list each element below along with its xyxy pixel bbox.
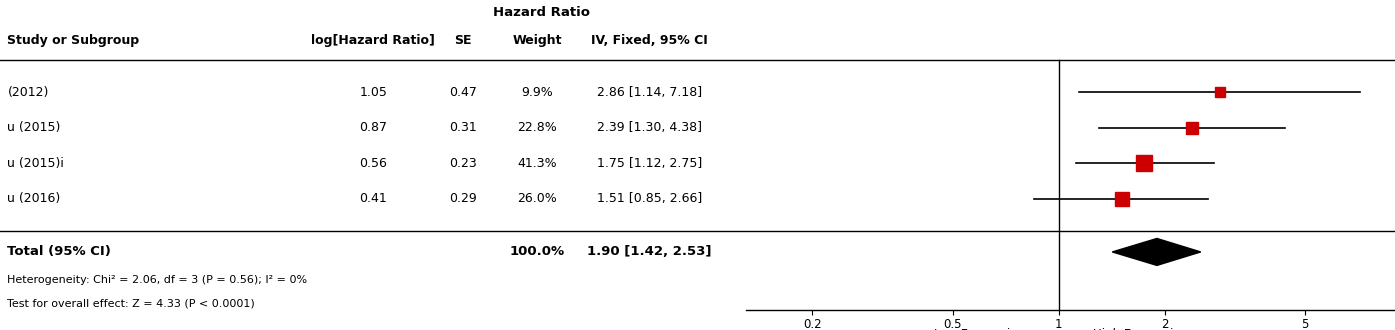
Text: 0.23: 0.23 [449, 157, 477, 170]
Text: Heterogeneity: Chi² = 2.06, df = 3 (P = 0.56); I² = 0%: Heterogeneity: Chi² = 2.06, df = 3 (P = … [7, 275, 307, 285]
Text: Low Expression: Low Expression [933, 327, 1024, 330]
Text: SE: SE [453, 34, 472, 47]
Text: 1.75 [1.12, 2.75]: 1.75 [1.12, 2.75] [597, 157, 702, 170]
Text: 0.31: 0.31 [449, 121, 477, 134]
Text: 9.9%: 9.9% [522, 86, 554, 99]
Text: 22.8%: 22.8% [518, 121, 557, 134]
Text: Study or Subgroup: Study or Subgroup [7, 34, 140, 47]
Text: Hazard Ratio: Hazard Ratio [492, 6, 590, 19]
Text: Test for overall effect: Z = 4.33 (P < 0.0001): Test for overall effect: Z = 4.33 (P < 0… [7, 298, 255, 309]
Text: log[Hazard Ratio]: log[Hazard Ratio] [311, 34, 435, 47]
Text: IV, Fixed, 95% CI: IV, Fixed, 95% CI [591, 34, 707, 47]
Text: 0.29: 0.29 [449, 192, 477, 205]
Text: 0.41: 0.41 [360, 192, 386, 205]
Text: (2012): (2012) [7, 86, 49, 99]
Text: 2.86 [1.14, 7.18]: 2.86 [1.14, 7.18] [597, 86, 702, 99]
Text: 41.3%: 41.3% [518, 157, 557, 170]
Text: 0.87: 0.87 [359, 121, 388, 134]
Text: 2.39 [1.30, 4.38]: 2.39 [1.30, 4.38] [597, 121, 702, 134]
Text: u (2016): u (2016) [7, 192, 61, 205]
Text: 1.51 [0.85, 2.66]: 1.51 [0.85, 2.66] [597, 192, 702, 205]
Text: Weight: Weight [512, 34, 562, 47]
Text: Total (95% CI): Total (95% CI) [7, 246, 112, 258]
Text: High Expression: High Expression [1092, 327, 1187, 330]
Text: 0.47: 0.47 [449, 86, 477, 99]
Polygon shape [1112, 239, 1201, 265]
Text: 26.0%: 26.0% [518, 192, 557, 205]
Text: 0.56: 0.56 [360, 157, 386, 170]
Text: 1.05: 1.05 [360, 86, 386, 99]
Text: u (2015)i: u (2015)i [7, 157, 64, 170]
Text: 100.0%: 100.0% [509, 246, 565, 258]
Text: 1.90 [1.42, 2.53]: 1.90 [1.42, 2.53] [587, 246, 711, 258]
Text: u (2015): u (2015) [7, 121, 61, 134]
